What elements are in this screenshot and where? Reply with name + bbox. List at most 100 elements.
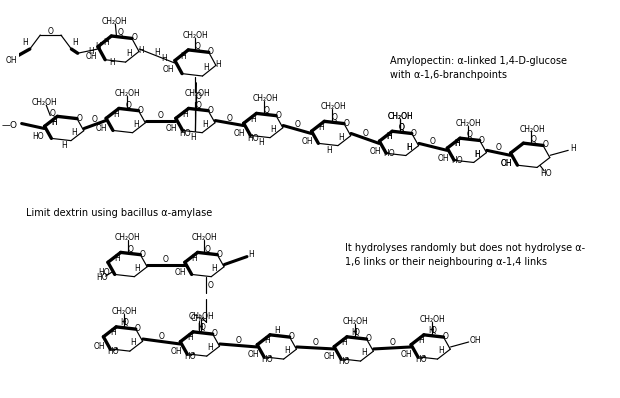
Text: H: H [110,328,116,337]
Text: H: H [190,133,197,142]
Text: CH₂OH: CH₂OH [388,112,414,121]
Text: CH₂OH: CH₂OH [115,89,141,98]
Text: H: H [180,51,186,60]
Text: O: O [294,120,300,129]
Text: O: O [131,33,137,43]
Text: Q: Q [399,123,405,133]
Text: H: H [187,333,193,342]
Text: O: O [92,115,98,124]
Text: O: O [212,329,218,338]
Text: H: H [154,47,160,57]
Text: OH: OH [5,56,17,65]
Text: H: H [474,150,480,159]
Text: OH: OH [401,350,412,359]
Text: O: O [542,140,548,150]
Text: Q: Q [399,123,405,133]
Text: O: O [76,114,82,123]
Text: Q: Q [530,135,536,144]
Text: O: O [157,111,164,120]
Text: H: H [386,133,392,141]
Text: Q: Q [118,28,123,37]
Text: H: H [113,109,118,119]
Text: H: H [22,37,28,47]
Text: CH₂OH: CH₂OH [252,94,278,103]
Text: O: O [216,250,223,259]
Text: CH₂OH: CH₂OH [112,307,138,316]
Text: H: H [126,49,132,58]
Text: CH₂OH: CH₂OH [343,317,369,326]
Text: O: O [236,336,241,345]
Text: O: O [48,27,53,36]
Text: Amylopectin: α-linked 1,4-D-glucose
with α-1,6-branchpoints: Amylopectin: α-linked 1,4-D-glucose with… [390,56,567,80]
Text: H: H [326,146,332,155]
Text: H: H [351,328,356,337]
Text: OH: OH [93,342,105,351]
Text: CH₂OH: CH₂OH [115,233,140,242]
Text: OH: OH [470,336,482,345]
Text: CH₂OH: CH₂OH [102,17,127,26]
Text: O: O [495,143,502,152]
Text: Q: Q [195,42,200,51]
Text: OH: OH [96,124,108,133]
Text: HO: HO [261,355,273,365]
Text: Q: Q [50,109,55,117]
Text: H: H [454,139,460,148]
Text: H: H [203,120,208,129]
Text: CH₂OH: CH₂OH [420,315,446,324]
Text: CH₂OH: CH₂OH [32,98,57,107]
Text: HO: HO [107,347,119,357]
Text: H: H [103,37,109,47]
Text: OH: OH [370,146,381,156]
Text: H: H [182,109,188,119]
Text: Q: Q [123,318,129,328]
Text: CH₂OH: CH₂OH [388,112,414,121]
Text: H: H [339,133,344,142]
Text: Q: Q [467,131,473,139]
Text: HO: HO [415,355,427,365]
Text: O: O [138,106,144,115]
Text: O: O [312,338,318,347]
Text: CH₂OH: CH₂OH [185,89,210,98]
Text: O: O [366,334,371,343]
Text: H: H [428,326,433,335]
Text: H: H [197,323,203,332]
Text: OH: OH [162,65,174,74]
Text: HO: HO [32,132,44,141]
Text: O: O [208,106,213,115]
Text: H: H [438,346,443,355]
Text: H: H [341,338,347,347]
Text: HO: HO [180,129,191,138]
Text: O: O [389,338,395,347]
Text: H: H [215,60,221,69]
Text: H: H [51,117,57,127]
Text: H: H [406,143,412,152]
Text: OH: OH [247,350,259,359]
Text: Q: Q [205,244,210,254]
Text: H: H [318,123,324,131]
Text: H: H [71,128,77,137]
Text: Q: Q [195,101,202,109]
Text: O: O [196,92,202,101]
Text: HO: HO [247,134,259,143]
Text: OH: OH [170,347,182,356]
Text: O: O [289,332,294,341]
Text: H: H [274,326,280,335]
Text: CH₂OH: CH₂OH [321,102,346,111]
Text: H: H [270,125,276,134]
Text: H: H [406,143,412,152]
Text: OH: OH [437,154,449,163]
Text: OH: OH [175,268,187,277]
Text: HO: HO [96,273,107,282]
Text: HO: HO [451,156,463,165]
Text: H: H [161,55,167,64]
Text: H: H [259,138,264,147]
Text: H: H [138,46,144,55]
Text: H: H [264,336,270,345]
Text: H: H [115,254,120,263]
Text: O: O [343,119,349,128]
Text: CH₂OH: CH₂OH [520,125,545,134]
Text: H: H [361,348,366,357]
Text: CH₂OH: CH₂OH [192,233,218,242]
Text: HO: HO [98,268,110,277]
Text: Q: Q [331,113,337,123]
